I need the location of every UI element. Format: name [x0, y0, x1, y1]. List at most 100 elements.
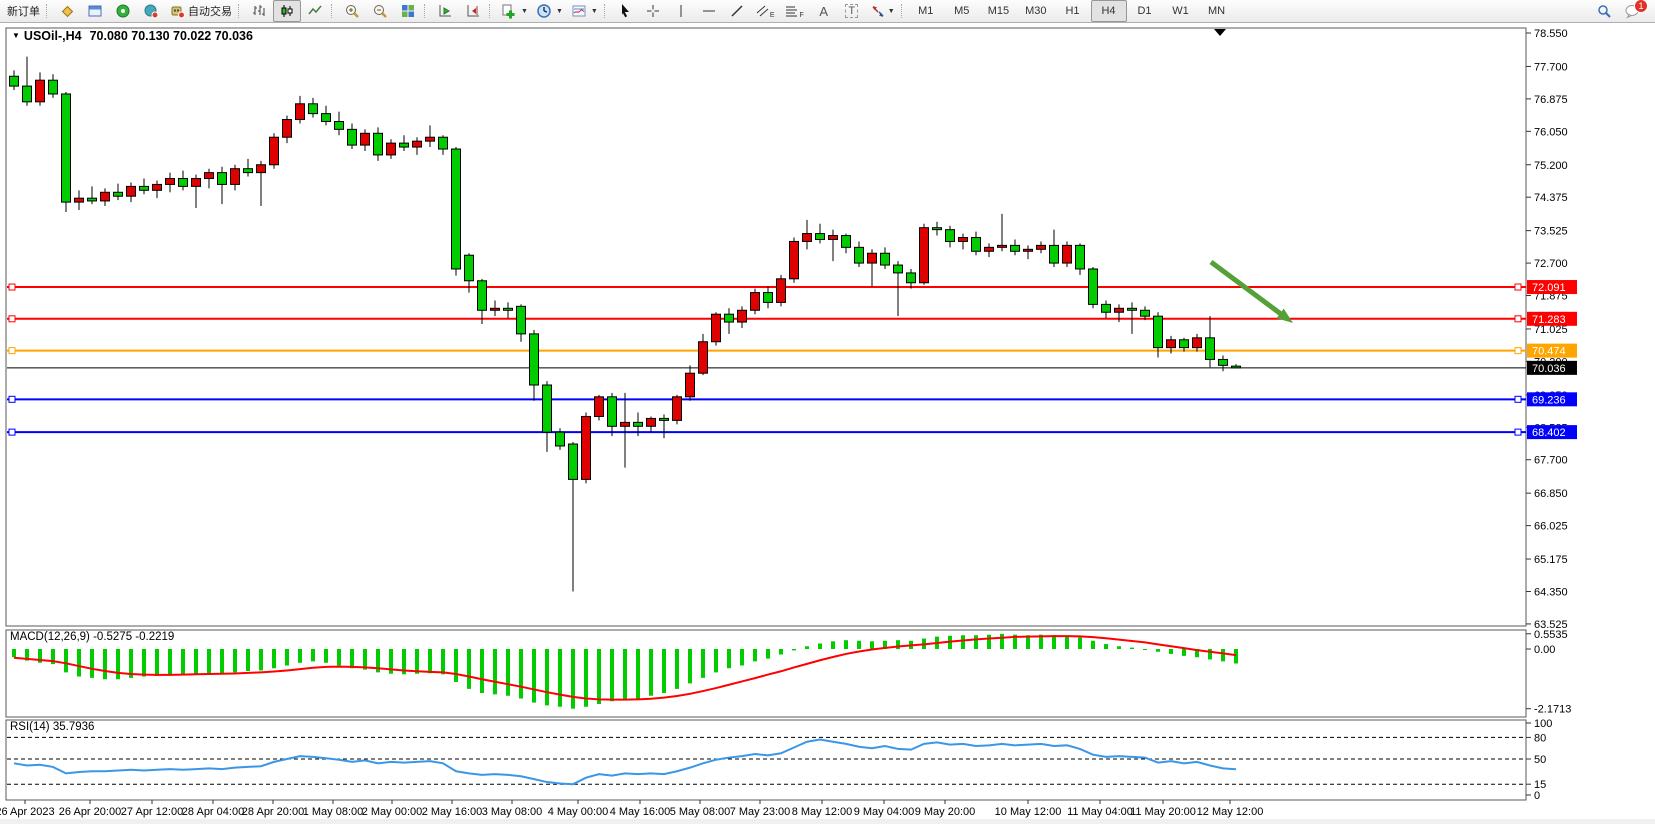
time-tick-label: 26 Apr 20:00	[59, 806, 121, 818]
tile-windows-button[interactable]	[394, 0, 422, 22]
timeframe-button-m30[interactable]: M30	[1025, 5, 1047, 17]
price-tick-label: 77.700	[1534, 61, 1568, 73]
auto-trading-button[interactable]: 自动交易	[165, 0, 236, 22]
horizontal-line-tool-button[interactable]	[695, 0, 723, 22]
rsi-tick-label: 15	[1534, 779, 1546, 791]
price-tick-label: 66.850	[1534, 488, 1568, 500]
timeframe-button-h4[interactable]: H4	[1090, 0, 1127, 22]
time-tick-label: 5 May 08:00	[670, 806, 731, 818]
vertical-line-tool-button[interactable]	[667, 0, 695, 22]
toolbar-grip	[331, 4, 336, 18]
time-tick-label: 4 May 00:00	[548, 806, 609, 818]
rsi-pane[interactable]	[5, 719, 1527, 801]
bar-chart-button[interactable]	[245, 0, 273, 22]
macd-tick-label: 0.5535	[1534, 629, 1568, 641]
timeframe-button-m15[interactable]: M15	[987, 5, 1010, 17]
macd-tick-label: 0.00	[1534, 644, 1555, 656]
price-label-chip-text: 68.402	[1532, 427, 1566, 439]
candlestick-chart-button[interactable]	[273, 0, 301, 22]
price-label-chip-text: 69.236	[1532, 394, 1566, 406]
bar-chart-icon	[253, 5, 265, 16]
toolbar-grip	[900, 4, 906, 18]
crosshair-tool-button[interactable]	[639, 0, 667, 22]
price-label-chip	[1527, 343, 1577, 358]
auto-trading-icon	[171, 6, 185, 19]
template-button[interactable]: ▼	[567, 0, 602, 22]
timeframe-button-d1[interactable]: D1	[1137, 5, 1152, 17]
order-icon-button[interactable]	[53, 0, 81, 22]
line-anchor[interactable]	[8, 428, 16, 436]
trendline-icon	[731, 5, 743, 17]
main-chart-pane[interactable]	[5, 27, 1527, 627]
toolbar-grip	[46, 4, 51, 18]
price-tick-label: 76.875	[1534, 94, 1568, 106]
fibonacci-tool-button[interactable]: F	[780, 0, 809, 22]
line-anchor[interactable]	[1514, 315, 1522, 323]
add-indicator-button[interactable]: ▼	[496, 0, 532, 22]
arrows-tool-button[interactable]: ▼	[866, 0, 899, 22]
price-tick-label: 75.200	[1534, 160, 1568, 172]
timeframe-button-w1[interactable]: W1	[1172, 5, 1189, 17]
price-tick-label: 76.050	[1534, 126, 1568, 138]
text-label-tool-label: T	[845, 4, 859, 18]
price-tick-label: 67.700	[1534, 455, 1568, 467]
crosshair-icon	[646, 5, 659, 17]
price-tick-label: 63.525	[1534, 619, 1568, 631]
text-tool-button[interactable]: A	[810, 0, 838, 22]
period-selector-button[interactable]: ▼	[532, 0, 567, 22]
channel-tool-button[interactable]: E	[751, 0, 781, 22]
line-anchor[interactable]	[8, 347, 16, 355]
time-tick-label: 8 May 12:00	[792, 806, 853, 818]
price-label-chip	[1527, 360, 1577, 375]
zoom-out-button[interactable]	[366, 0, 394, 22]
timeframe-button-mn[interactable]: MN	[1207, 5, 1226, 17]
time-tick-label: 1 May 08:00	[303, 806, 364, 818]
price-tick-label: 72.700	[1534, 258, 1568, 270]
arrows-icon	[872, 6, 884, 17]
text-label-tool-button[interactable]: T	[838, 0, 866, 22]
line-anchor[interactable]	[1514, 347, 1522, 355]
chart-canvas[interactable]: 78.550 77.700 76.875 76.050 75.200 74.375 73.5…	[0, 23, 1655, 824]
rsi-tick-label: 50	[1534, 754, 1546, 766]
trendline-tool-button[interactable]	[723, 0, 751, 22]
line-anchor[interactable]	[1514, 395, 1522, 403]
community-button[interactable]	[137, 0, 165, 22]
chat-button[interactable]: 1	[1618, 0, 1648, 22]
line-anchor[interactable]	[1514, 283, 1522, 291]
line-anchor[interactable]	[8, 395, 16, 403]
time-tick-label: 2 May 00:00	[362, 806, 423, 818]
signals-button[interactable]	[109, 0, 137, 22]
market-watch-button[interactable]	[81, 0, 109, 22]
candlestick-series	[9, 56, 1241, 592]
chevron-down-icon: ▼	[521, 7, 528, 15]
new-order-button[interactable]: 新订单	[3, 0, 44, 22]
zoom-in-button[interactable]	[338, 0, 366, 22]
trend-arrow[interactable]	[1209, 259, 1287, 320]
macd-tick-label: -2.1713	[1534, 704, 1571, 716]
toolbar-grip	[603, 4, 609, 18]
line-chart-button[interactable]	[301, 0, 329, 22]
line-anchor[interactable]	[8, 315, 16, 323]
timeframe-button-h1[interactable]: H1	[1065, 5, 1080, 17]
line-anchor[interactable]	[8, 283, 16, 291]
macd-pane[interactable]	[5, 629, 1527, 718]
trend-arrow-head[interactable]	[1276, 308, 1293, 323]
price-tick-label: 73.525	[1534, 226, 1568, 238]
timeframe-button-m5[interactable]: M5	[954, 5, 970, 17]
auto-scroll-button[interactable]	[431, 0, 459, 22]
scroll-to-end-marker[interactable]	[1214, 29, 1226, 36]
time-tick-label: 28 Apr 20:00	[242, 806, 304, 818]
line-anchor[interactable]	[1514, 428, 1522, 436]
price-axis: 78.550 77.700 76.875 76.050 75.200 74.375 73.5…	[1526, 28, 1577, 802]
time-tick-label: 11 May 04:00	[1067, 806, 1133, 818]
price-label-chip	[1527, 392, 1577, 407]
timeframe-button-m1[interactable]: M1	[918, 5, 934, 17]
price-label-chip-text: 70.036	[1532, 363, 1566, 375]
cursor-tool-button[interactable]	[611, 0, 639, 22]
toolbar-grip	[489, 4, 494, 18]
chart-shift-button[interactable]	[459, 0, 487, 22]
search-button[interactable]	[1590, 0, 1618, 22]
price-tick-label: 65.175	[1534, 554, 1568, 566]
rsi-line	[13, 738, 1237, 786]
